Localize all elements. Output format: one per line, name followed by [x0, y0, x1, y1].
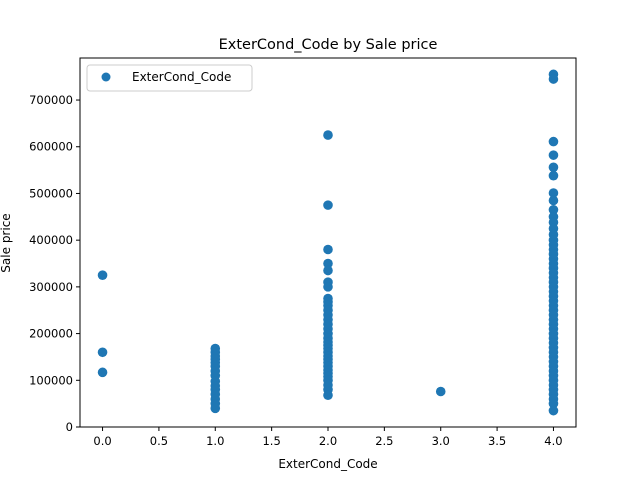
data-point — [97, 347, 108, 358]
data-point — [548, 405, 559, 416]
x-tick-label: 3.5 — [488, 434, 506, 448]
x-tick-label: 1.5 — [262, 434, 280, 448]
x-tick-label: 3.0 — [432, 434, 450, 448]
data-point — [548, 162, 559, 173]
y-tick-label: 100000 — [29, 373, 73, 387]
data-point — [548, 74, 559, 84]
data-point — [435, 386, 446, 397]
data-point — [210, 403, 221, 414]
data-point — [548, 398, 559, 409]
data-point — [323, 200, 333, 210]
data-point — [548, 188, 559, 198]
data-point — [323, 244, 333, 255]
data-point — [323, 130, 333, 140]
data-point — [548, 195, 559, 206]
points-layer — [97, 69, 559, 416]
y-tick-label: 600000 — [29, 140, 73, 154]
data-point — [97, 367, 108, 378]
y-tick-label: 200000 — [29, 327, 73, 341]
x-axis-ticks: 0.0 0.5 1.0 1.5 2.0 2.5 3.0 3.5 4.0 — [93, 427, 563, 448]
data-point — [323, 282, 333, 292]
legend-box — [86, 64, 253, 92]
y-tick-label: 500000 — [29, 186, 73, 200]
data-point — [548, 150, 559, 160]
y-tick-label: 700000 — [29, 93, 73, 107]
data-point — [548, 136, 559, 147]
data-point — [97, 270, 108, 280]
x-tick-label: 1.0 — [206, 434, 224, 448]
y-tick-label: 0 — [66, 420, 73, 434]
data-point — [548, 170, 559, 181]
legend-label: ExterCond_Code — [132, 70, 231, 84]
data-point — [323, 265, 333, 276]
x-tick-label: 0.0 — [93, 434, 111, 448]
y-axis-ticks: 0 100000 200000 300000 400000 500000 600000 700… — [29, 93, 80, 434]
y-tick-label: 400000 — [29, 233, 73, 247]
legend: ExterCond_Code — [86, 64, 253, 92]
x-axis-label: ExterCond_Code — [278, 457, 377, 471]
x-tick-label: 0.5 — [150, 434, 168, 448]
data-point — [548, 205, 559, 215]
x-tick-label: 4.0 — [544, 434, 562, 448]
legend-marker-icon — [101, 72, 111, 82]
y-axis-label: Sale price — [0, 213, 13, 272]
x-tick-label: 2.0 — [319, 434, 337, 448]
y-tick-label: 300000 — [29, 280, 73, 294]
x-tick-label: 2.5 — [375, 434, 393, 448]
data-point — [323, 258, 333, 269]
chart-title: ExterCond_Code by Sale price — [219, 37, 438, 53]
data-point — [323, 390, 333, 401]
